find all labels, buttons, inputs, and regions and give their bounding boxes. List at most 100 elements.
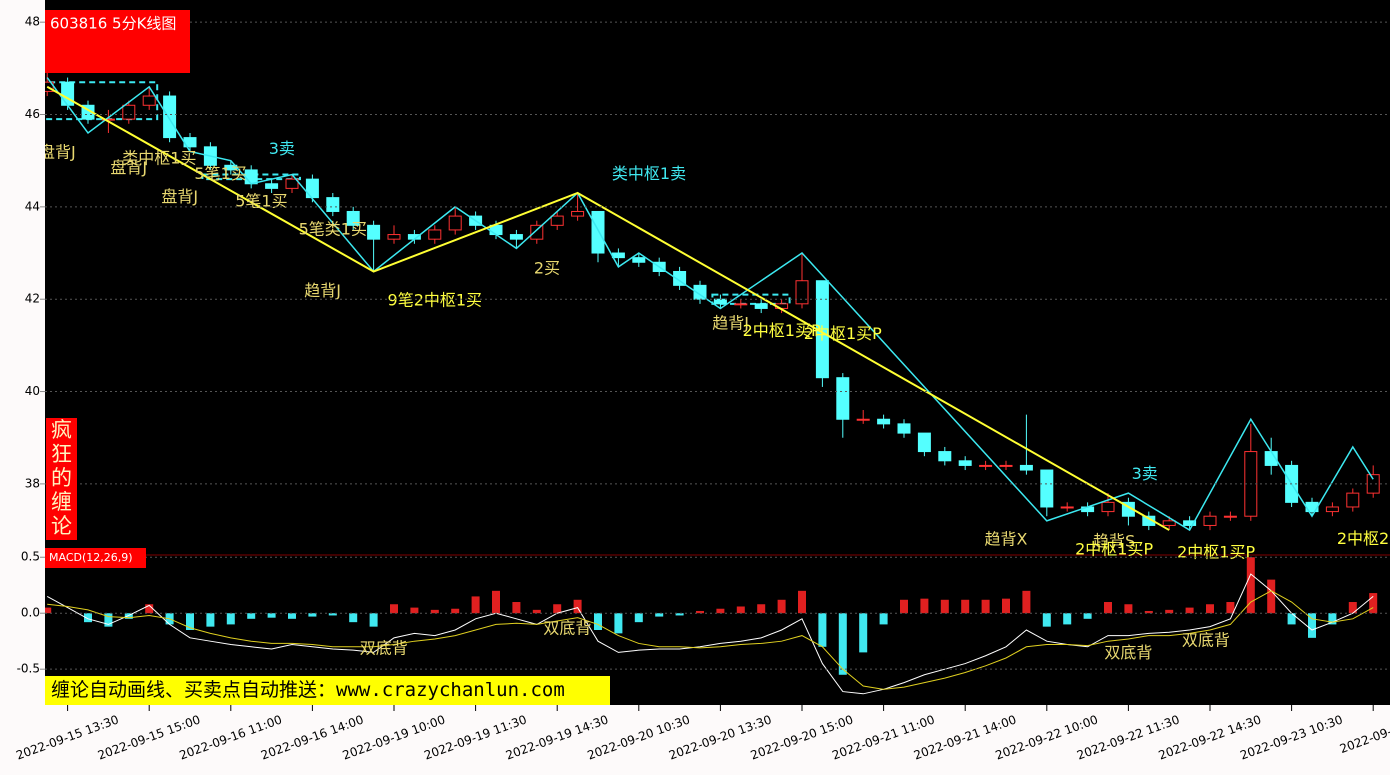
macd-bar	[1104, 602, 1112, 614]
annotation: 趋背S	[1093, 532, 1135, 551]
y-tick-label: 42	[25, 292, 40, 306]
macd-bar	[84, 613, 92, 623]
annotation: 2中枢1买P	[1177, 543, 1255, 562]
macd-bar	[430, 609, 439, 614]
macd-bar	[798, 590, 806, 614]
macd-bar	[1246, 557, 1255, 614]
candle-body	[367, 224, 381, 240]
title-box	[45, 10, 190, 73]
candle-body	[1060, 506, 1074, 509]
macd-bar	[45, 607, 52, 614]
pivot-box	[45, 81, 159, 121]
y-tick-label: 0.5	[21, 550, 40, 564]
macd-bar	[1165, 609, 1174, 614]
candle-body	[1366, 474, 1380, 494]
candle-body	[1101, 501, 1115, 513]
macd-bar	[492, 590, 500, 614]
macd-bar	[451, 608, 460, 614]
macd-bar	[1002, 598, 1010, 614]
macd-bar	[614, 613, 623, 634]
macd-bar	[206, 613, 215, 627]
candle-body	[387, 234, 401, 240]
candle-body	[877, 418, 891, 425]
candle-body	[713, 298, 727, 305]
y-tick-label: 44	[25, 199, 40, 213]
candle-body	[1325, 506, 1339, 513]
candle-body	[550, 215, 564, 226]
macd-bar	[961, 599, 970, 614]
annotation: 盘背J	[39, 142, 76, 161]
macd-bar	[1369, 593, 1378, 614]
candle-body	[754, 303, 768, 309]
annotation: 双底背	[360, 639, 408, 658]
candle-body	[999, 464, 1013, 467]
macd-bar	[736, 606, 745, 614]
macd-bar	[1185, 607, 1194, 614]
candle-body	[591, 210, 605, 254]
macd-bar	[532, 609, 541, 614]
macd-bar	[777, 599, 786, 614]
candle-body	[1183, 520, 1197, 526]
candle-body	[1040, 469, 1054, 508]
annotation: 3卖	[269, 139, 295, 158]
candle-body	[285, 178, 299, 189]
candle-body	[448, 215, 462, 231]
y-tick-label: 38	[25, 476, 40, 490]
annotation: 5笔1买	[194, 164, 246, 183]
candle-body	[897, 423, 911, 434]
candle-body	[1162, 520, 1176, 526]
annotation: 2中枢1买P	[804, 324, 882, 343]
macd-bar	[838, 613, 847, 675]
macd-bar	[1144, 610, 1153, 614]
macd-bar	[634, 613, 643, 623]
annotation: 趋背J	[712, 314, 749, 333]
y-tick-label: 40	[25, 384, 40, 398]
annotation: 类中枢1买	[122, 148, 196, 167]
macd-bar	[349, 613, 358, 623]
macd-bar	[1063, 613, 1072, 625]
macd-bar	[940, 599, 949, 614]
macd-bar	[369, 613, 378, 627]
candle-body	[509, 234, 523, 240]
pivot-box	[711, 293, 791, 305]
candle-body	[265, 183, 279, 189]
y-tick-label: 0.0	[21, 606, 40, 620]
macd-bar	[512, 602, 521, 614]
annotation: 趋背J	[304, 281, 341, 300]
plot-bg	[45, 0, 1390, 705]
candle-body	[244, 169, 258, 185]
macd-bar	[1267, 579, 1276, 614]
macd-bar	[1206, 604, 1214, 614]
macd-bar	[573, 599, 582, 614]
annotation: 趋背X	[985, 530, 1028, 549]
segment-line	[46, 85, 1170, 531]
macd-bar	[696, 610, 704, 614]
macd-bar	[104, 613, 113, 627]
annotation: 双底背	[1104, 643, 1152, 662]
annotation: 2中枢1买P	[1075, 539, 1153, 558]
side-label: 疯狂的缠论	[46, 418, 77, 540]
candle-body	[836, 377, 850, 420]
macd-bar	[471, 596, 480, 614]
macd-bar	[981, 599, 990, 614]
macd-bar	[1348, 602, 1357, 614]
macd-bar	[145, 604, 154, 614]
chart-title: 603816 5分K线图	[50, 15, 176, 33]
macd-bar	[247, 613, 256, 619]
macd-bar	[390, 604, 398, 614]
macd-bar	[879, 613, 888, 625]
macd-title: MACD(12,26,9)	[49, 551, 133, 564]
annotation: 2中枢2	[1337, 529, 1389, 548]
macd-bar	[818, 613, 827, 647]
annotation: 双底背	[543, 618, 591, 637]
candle-body	[142, 95, 156, 106]
annotation: 2买	[534, 259, 560, 278]
macd-line	[47, 590, 1374, 690]
candle-body	[530, 224, 544, 240]
macd-line	[46, 573, 1374, 695]
macd-bar	[859, 613, 868, 653]
bi-line	[46, 77, 1374, 532]
